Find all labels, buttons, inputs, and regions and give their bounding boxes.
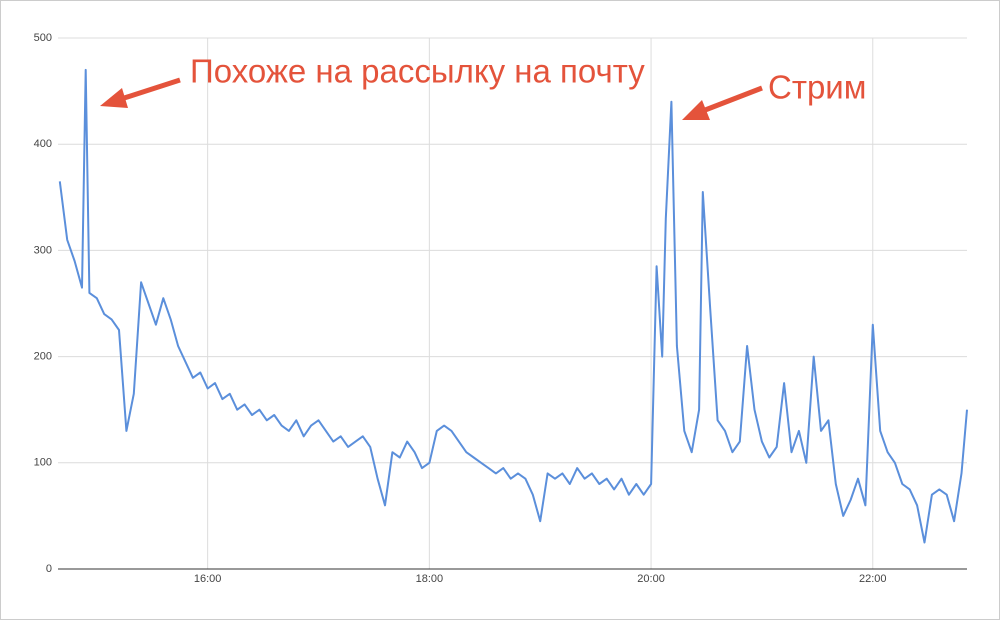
annotation: Стрим (768, 69, 866, 106)
y-tick-label: 500 (34, 32, 52, 44)
y-tick-label: 400 (34, 138, 52, 150)
y-tick-label: 100 (34, 457, 52, 469)
x-tick-label: 18:00 (416, 573, 444, 585)
data-line (58, 68, 968, 544)
annotation: Похоже на рассылку на почту (190, 53, 645, 90)
y-tick-label: 300 (34, 244, 52, 256)
x-tick-label: 20:00 (637, 573, 665, 585)
y-tick-label: 0 (46, 563, 52, 575)
arrow (682, 85, 763, 120)
x-tick-label: 16:00 (194, 573, 222, 585)
arrow (100, 77, 181, 108)
x-tick-label: 22:00 (859, 573, 887, 585)
y-tick-label: 200 (34, 351, 52, 363)
plot: 0 100 200 300 400 500 16:00 18:00 20:00 22:00 (34, 32, 968, 585)
